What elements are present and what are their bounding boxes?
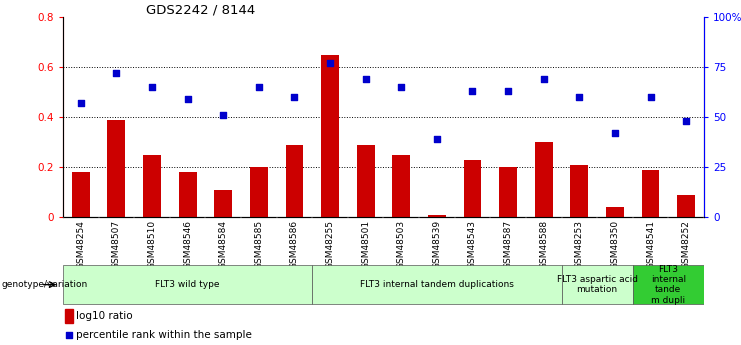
- Text: FLT3 aspartic acid
mutation: FLT3 aspartic acid mutation: [556, 275, 637, 294]
- Bar: [393, 155, 411, 217]
- Text: GSM48254: GSM48254: [76, 220, 85, 268]
- Point: [396, 85, 408, 90]
- Text: GSM48253: GSM48253: [575, 220, 584, 269]
- Bar: [633, 265, 704, 305]
- Bar: [64, 309, 73, 323]
- Bar: [642, 170, 659, 217]
- Text: GSM48503: GSM48503: [396, 220, 406, 269]
- Point: [538, 77, 550, 82]
- Point: [110, 70, 122, 76]
- Point: [609, 130, 621, 136]
- Text: GSM48252: GSM48252: [682, 220, 691, 268]
- Text: GSM48350: GSM48350: [611, 220, 619, 269]
- Bar: [143, 155, 161, 217]
- Point: [182, 97, 193, 102]
- Bar: [321, 55, 339, 217]
- Text: GSM48585: GSM48585: [254, 220, 263, 269]
- Point: [467, 89, 479, 94]
- Text: GSM48501: GSM48501: [361, 220, 370, 269]
- Bar: [428, 215, 446, 217]
- Text: GSM48588: GSM48588: [539, 220, 548, 269]
- Text: GSM48543: GSM48543: [468, 220, 477, 269]
- Text: GSM48541: GSM48541: [646, 220, 655, 269]
- Bar: [606, 207, 624, 217]
- Point: [574, 95, 585, 100]
- Bar: [214, 190, 232, 217]
- Text: GSM48586: GSM48586: [290, 220, 299, 269]
- Text: GSM48587: GSM48587: [504, 220, 513, 269]
- Text: FLT3 internal tandem duplications: FLT3 internal tandem duplications: [360, 280, 514, 289]
- Point: [63, 332, 75, 338]
- Bar: [535, 142, 553, 217]
- Bar: [107, 120, 125, 217]
- Point: [502, 89, 514, 94]
- Text: GSM48507: GSM48507: [112, 220, 121, 269]
- Point: [75, 100, 87, 106]
- Point: [645, 95, 657, 100]
- Bar: [312, 265, 562, 305]
- Point: [146, 85, 158, 90]
- Bar: [677, 195, 695, 217]
- Point: [680, 119, 692, 124]
- Text: percentile rank within the sample: percentile rank within the sample: [76, 330, 252, 340]
- Bar: [571, 165, 588, 217]
- Text: FLT3
internal
tande
m dupli: FLT3 internal tande m dupli: [651, 265, 686, 305]
- Text: GSM48539: GSM48539: [433, 220, 442, 269]
- Text: log10 ratio: log10 ratio: [76, 312, 133, 322]
- Bar: [72, 172, 90, 217]
- Text: GSM48510: GSM48510: [147, 220, 156, 269]
- Point: [217, 112, 229, 118]
- Text: GDS2242 / 8144: GDS2242 / 8144: [146, 3, 256, 16]
- Bar: [356, 145, 374, 217]
- Text: genotype/variation: genotype/variation: [1, 280, 87, 289]
- Bar: [464, 160, 482, 217]
- Bar: [499, 167, 517, 217]
- Bar: [63, 265, 312, 305]
- Text: GSM48255: GSM48255: [325, 220, 334, 269]
- Bar: [285, 145, 303, 217]
- Bar: [250, 167, 268, 217]
- Bar: [562, 265, 633, 305]
- Point: [253, 85, 265, 90]
- Text: FLT3 wild type: FLT3 wild type: [156, 280, 220, 289]
- Point: [324, 60, 336, 66]
- Bar: [179, 172, 196, 217]
- Point: [288, 95, 300, 100]
- Point: [431, 137, 443, 142]
- Text: GSM48584: GSM48584: [219, 220, 227, 269]
- Point: [359, 77, 371, 82]
- Text: GSM48546: GSM48546: [183, 220, 192, 269]
